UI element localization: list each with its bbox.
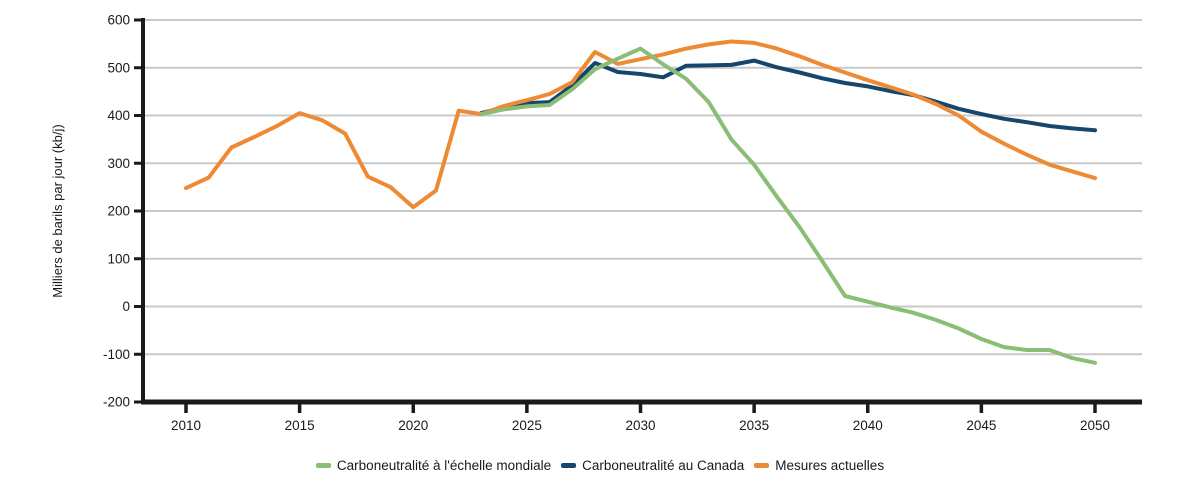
y-axis-title: Milliers de barils par jour (kb/j) bbox=[50, 124, 65, 297]
y-tick-label: 300 bbox=[107, 156, 130, 171]
legend-swatch-navy bbox=[561, 463, 577, 468]
y-tick-label: -100 bbox=[103, 347, 130, 362]
x-tick-label: 2050 bbox=[1080, 418, 1110, 433]
y-tick-label: -200 bbox=[103, 395, 130, 410]
y-tick-label: 200 bbox=[107, 204, 130, 219]
y-tick-label: 100 bbox=[107, 251, 130, 266]
x-tick-label: 2045 bbox=[966, 418, 996, 433]
legend-item-mesures-actuelles: Mesures actuelles bbox=[754, 458, 884, 473]
series-line-mesures-actuelles bbox=[184, 39, 1097, 210]
y-tick-label: 0 bbox=[122, 299, 130, 314]
legend-swatch-orange bbox=[754, 463, 770, 468]
x-tick-label: 2020 bbox=[398, 418, 428, 433]
legend-label: Mesures actuelles bbox=[775, 458, 885, 473]
x-tick-label: 2010 bbox=[171, 418, 201, 433]
x-tick-label: 2025 bbox=[512, 418, 542, 433]
legend-item-carboneutralite-canada: Carboneutralité au Canada bbox=[561, 458, 744, 473]
x-tick-label: 2035 bbox=[739, 418, 769, 433]
y-tick-label: 400 bbox=[107, 108, 130, 123]
x-tick-label: 2040 bbox=[853, 418, 883, 433]
x-tick-label: 2015 bbox=[285, 418, 315, 433]
y-tick-label: 500 bbox=[107, 60, 130, 75]
x-tick-label: 2030 bbox=[625, 418, 655, 433]
y-tick-label: 600 bbox=[107, 13, 130, 28]
chart-legend: Carboneutralité à l'échelle mondiale Car… bbox=[0, 458, 1200, 473]
series-line-carboneutralite-mondiale bbox=[479, 46, 1097, 365]
series-line-carboneutralite-canada bbox=[479, 58, 1097, 133]
legend-label: Carboneutralité au Canada bbox=[582, 458, 745, 473]
line-chart: 600 500 400 300 200 100 0 -100 -200 2010 2015 2020 2… bbox=[50, 13, 1142, 433]
legend-item-carboneutralite-mondiale: Carboneutralité à l'échelle mondiale bbox=[315, 458, 552, 473]
legend-swatch-green bbox=[315, 463, 331, 468]
legend-label: Carboneutralité à l'échelle mondiale bbox=[336, 458, 552, 473]
